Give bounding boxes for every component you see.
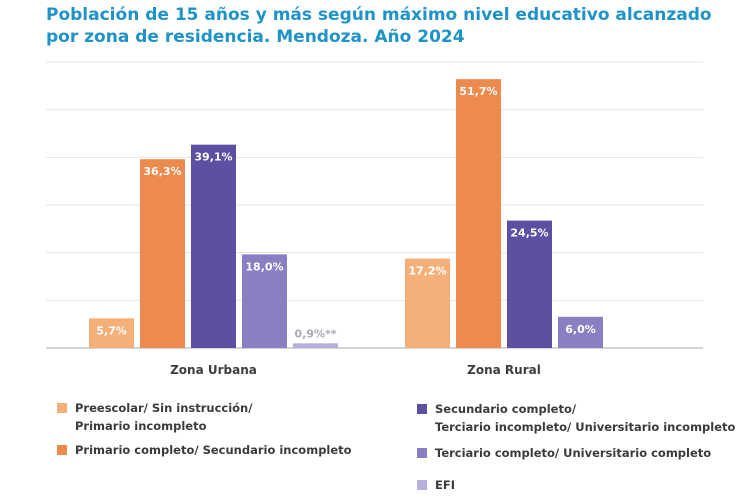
category-label: Zona Rural: [467, 363, 541, 377]
bar: [456, 79, 501, 348]
legend-item-efi: EFI: [417, 476, 455, 494]
legend-swatch: [417, 448, 427, 458]
bar-value-label: 6,0%: [565, 323, 596, 336]
legend-swatch: [417, 404, 427, 414]
bar-value-label: 36,3%: [143, 165, 181, 178]
legend-item-preescolar: Preescolar/ Sin instrucción/ Primario in…: [57, 399, 252, 435]
bar-chart: 5,7% 36,3% 39,1% 18,0% 0,9%** 17,2% 51,7% 24,5%…: [46, 61, 703, 377]
bar-value-label: 0,9%**: [294, 327, 336, 340]
legend-label: Preescolar/ Sin instrucción/ Primario in…: [75, 401, 253, 433]
bar: [140, 159, 185, 348]
legend-item-primario-completo: Primario completo/ Secundario incompleto: [57, 441, 352, 459]
category-label: Zona Urbana: [170, 363, 257, 377]
bar: [191, 144, 236, 348]
bar: [405, 258, 450, 348]
bar-value-label: 39,1%: [194, 151, 232, 164]
bar: [558, 316, 603, 348]
bar: [242, 254, 287, 348]
legend-label: EFI: [435, 478, 455, 492]
bar-value-label: 51,7%: [459, 85, 497, 98]
legend-label: Terciario completo/ Universitario comple…: [435, 446, 712, 460]
bar-value-label: 24,5%: [510, 227, 548, 240]
chart-title: Población de 15 años y más según máximo …: [46, 5, 712, 47]
bar: [293, 343, 338, 348]
bar-value-label: 18,0%: [245, 260, 283, 273]
legend-swatch: [57, 445, 67, 455]
legend-item-secundario-completo: Secundario completo/ Terciario incomplet…: [417, 400, 735, 436]
legend-swatch: [417, 480, 427, 490]
bar: [89, 318, 134, 348]
legend-item-terciario-completo: Terciario completo/ Universitario comple…: [417, 444, 711, 462]
bar-value-label: 17,2%: [408, 265, 446, 278]
legend-label: Primario completo/ Secundario incompleto: [75, 443, 352, 457]
legend-swatch: [57, 403, 67, 413]
legend-label: Secundario completo/ Terciario incomplet…: [435, 402, 736, 434]
bar-value-label: 5,7%: [96, 324, 127, 337]
bar: [507, 220, 552, 348]
